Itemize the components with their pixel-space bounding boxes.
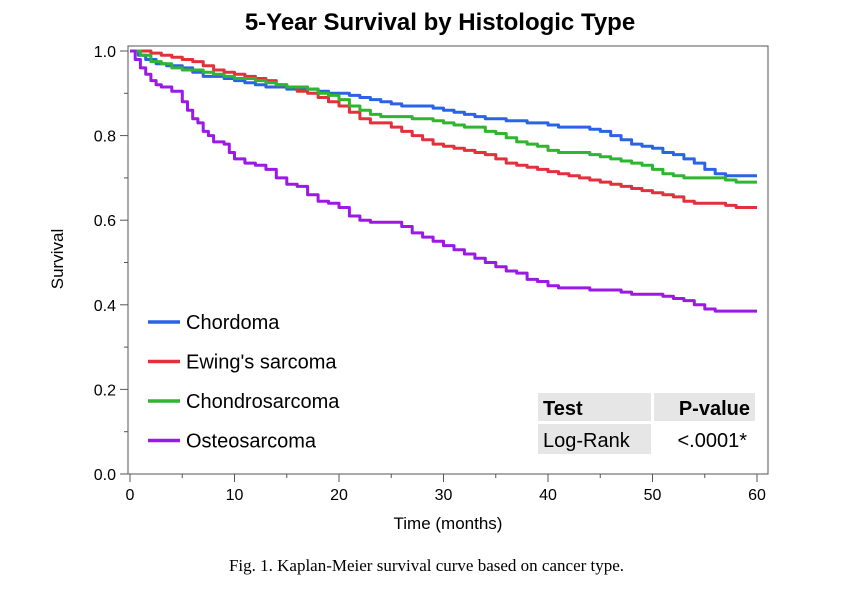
y-tick-label: 1.0 — [94, 44, 116, 61]
plot-frame — [127, 45, 769, 475]
legend-label: Chordoma — [186, 312, 280, 334]
x-axis-label: Time (months) — [394, 514, 503, 533]
chart-title: 5-Year Survival by Histologic Type — [245, 9, 635, 36]
y-tick-label: 0.4 — [94, 298, 116, 315]
series-layer — [130, 49, 757, 313]
stats-table-header-pvalue-bg — [654, 393, 755, 421]
stats-table-test-name: Log-Rank — [543, 430, 631, 452]
x-axis: 0 10 20 30 40 50 60 — [126, 474, 766, 504]
figure-caption: Fig. 1. Kaplan-Meier survival curve base… — [228, 556, 625, 575]
y-tick-label: 0.6 — [94, 213, 116, 230]
y-axis-label: Survival — [48, 229, 67, 289]
stats-table-header-pvalue: P-value — [679, 398, 750, 420]
x-tick-label: 20 — [330, 487, 348, 504]
legend-label: Chondrosarcoma — [186, 391, 340, 413]
y-tick-label: 0.2 — [94, 382, 116, 399]
y-axis: 0.0 0.2 0.4 0.6 0.8 1.0 — [94, 44, 128, 484]
stats-table-pvalue: <.0001* — [677, 430, 747, 452]
x-tick-label: 50 — [644, 487, 662, 504]
series-line-chondrosarcoma — [130, 49, 757, 184]
legend: Chordoma Ewing's sarcoma Chondrosarcoma Ost… — [148, 312, 340, 453]
series-line-ewing-s-sarcoma — [130, 49, 757, 209]
series-line-chordoma — [130, 49, 757, 178]
stats-table-cell-test-bg — [538, 424, 651, 454]
x-tick-label: 60 — [748, 487, 766, 504]
x-tick-label: 0 — [126, 487, 135, 504]
x-tick-label: 40 — [539, 487, 557, 504]
legend-label: Osteosarcoma — [186, 431, 317, 453]
legend-label: Ewing's sarcoma — [186, 352, 337, 374]
stats-table-header-test-bg — [538, 393, 651, 421]
stats-table-header-test: Test — [543, 398, 583, 420]
stats-table: Test P-value Log-Rank <.0001* — [538, 393, 755, 454]
series-line-osteosarcoma — [130, 49, 757, 313]
x-tick-label: 30 — [435, 487, 453, 504]
y-tick-label: 0.8 — [94, 129, 116, 146]
y-tick-label: 0.0 — [94, 467, 116, 484]
survival-chart: 5-Year Survival by Histologic Type 0 10 20… — [48, 9, 769, 533]
x-tick-label: 10 — [226, 487, 244, 504]
